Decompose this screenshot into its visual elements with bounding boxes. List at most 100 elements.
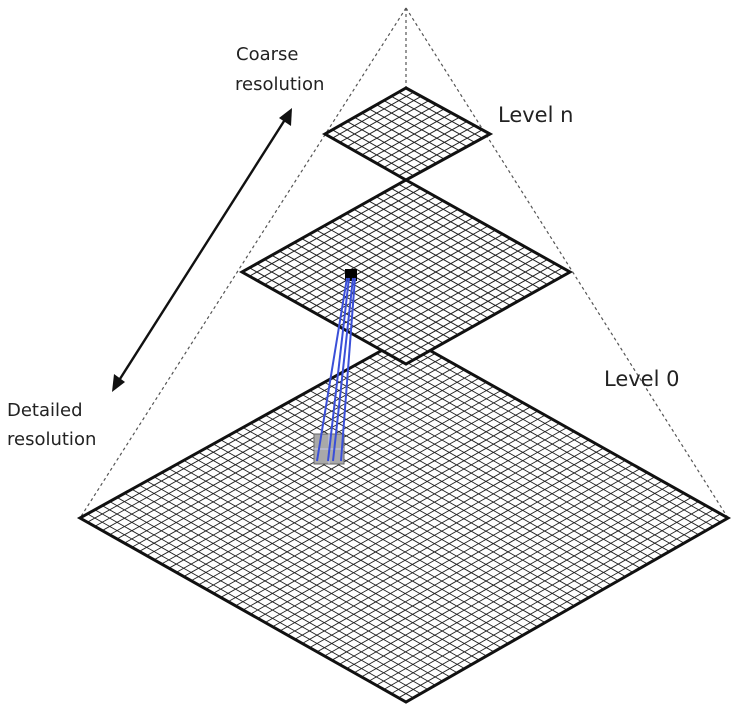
- grid-line: [265, 439, 590, 623]
- grid-line: [361, 108, 445, 156]
- grid-line: [293, 242, 459, 336]
- grid-line: [339, 480, 663, 665]
- grid-line: [183, 460, 509, 644]
- grid-line: [131, 488, 458, 674]
- grid-line: [146, 480, 473, 665]
- grid-line: [346, 121, 430, 168]
- grid-line: [198, 451, 524, 636]
- grid-line: [390, 263, 556, 357]
- grid-line: [332, 129, 414, 177]
- grid-line: [361, 246, 526, 340]
- grid-line: [257, 435, 582, 619]
- link-line: [327, 277, 350, 462]
- grid-line: [316, 229, 481, 323]
- grid-line: [368, 112, 453, 160]
- grid-line: [331, 229, 496, 323]
- grid-line: [398, 267, 563, 361]
- resolution-arrow: [112, 108, 292, 392]
- grid-line: [398, 91, 483, 139]
- level-outline: [238, 178, 574, 366]
- grid-line: [302, 460, 626, 644]
- grid-line: [139, 484, 465, 669]
- pyramid-right-edge: [405, 7, 729, 519]
- grid-line: [354, 104, 437, 152]
- grid-line: [331, 476, 656, 661]
- grid-line: [376, 116, 460, 164]
- grid-line: [124, 492, 451, 678]
- detailed-label-line1: Detailed: [7, 400, 83, 421]
- grid-line: [279, 447, 604, 632]
- grid-line: [339, 125, 422, 173]
- grid-line: [227, 435, 553, 619]
- grid-line: [383, 505, 707, 690]
- grid-line: [301, 238, 466, 331]
- grid-line: [368, 108, 453, 156]
- grid-line: [323, 225, 489, 319]
- level-grid: [332, 91, 483, 177]
- grid-line: [87, 513, 414, 699]
- grid-line: [346, 238, 511, 331]
- level-0-label: Level 0: [604, 367, 679, 391]
- grid-line: [383, 100, 468, 147]
- grid-line: [391, 95, 475, 143]
- grid-line: [279, 250, 444, 344]
- grid-line: [256, 263, 422, 357]
- grid-line: [316, 468, 641, 653]
- pyramid-left-edge: [79, 7, 407, 519]
- grid-line: [368, 250, 533, 344]
- grid-line: [332, 91, 414, 139]
- grid-line: [109, 501, 436, 686]
- grid-line: [346, 100, 430, 147]
- grid-line: [354, 116, 437, 164]
- level-n-label: Level n: [498, 103, 573, 127]
- grid-line: [353, 488, 677, 674]
- grid-line: [286, 246, 451, 340]
- grid-line: [368, 497, 692, 682]
- grid-line: [249, 267, 414, 361]
- grid-line: [398, 129, 483, 177]
- level-grid: [249, 183, 563, 361]
- grid-line: [346, 484, 670, 669]
- grid-line: [376, 501, 699, 686]
- detailed-label-line2: resolution: [7, 429, 96, 450]
- grid-line: [324, 472, 648, 657]
- grid-line: [308, 233, 474, 327]
- resolution-arrow-head-top: [279, 108, 292, 126]
- grid-line: [361, 112, 445, 160]
- grid-line: [383, 259, 548, 352]
- resolution-arrow-head-bottom: [112, 374, 125, 392]
- grid-line: [153, 476, 480, 661]
- level-outline: [321, 86, 494, 182]
- pyramid-level-middle: [238, 178, 574, 366]
- grid-line: [220, 439, 546, 623]
- grid-line: [287, 451, 612, 636]
- grid-line: [309, 464, 634, 649]
- grid-line: [94, 509, 421, 695]
- grid-line: [242, 427, 568, 611]
- grid-line: [338, 233, 504, 327]
- link-line: [340, 277, 356, 462]
- grid-line: [116, 497, 443, 682]
- grid-line: [294, 455, 619, 640]
- grid-line: [235, 431, 560, 615]
- pyramid-level-n: [321, 86, 494, 182]
- parent-child-links: [316, 277, 356, 462]
- link-line: [332, 277, 354, 462]
- grid-line: [205, 447, 531, 632]
- grid-line: [398, 513, 721, 699]
- grid-line: [353, 242, 519, 336]
- level-outline: [76, 335, 732, 704]
- grid-line: [339, 95, 422, 143]
- grid-line: [272, 443, 597, 628]
- grid-line: [375, 254, 541, 348]
- grid-line: [102, 505, 429, 690]
- coarse-label-line1: Coarse: [236, 44, 298, 65]
- grid-line: [161, 472, 487, 657]
- grid-line: [250, 431, 575, 615]
- resolution-arrow-shaft: [116, 117, 288, 383]
- grid-line: [391, 125, 475, 173]
- link-line: [316, 277, 348, 462]
- grid-line: [390, 509, 714, 695]
- grid-line: [168, 468, 495, 653]
